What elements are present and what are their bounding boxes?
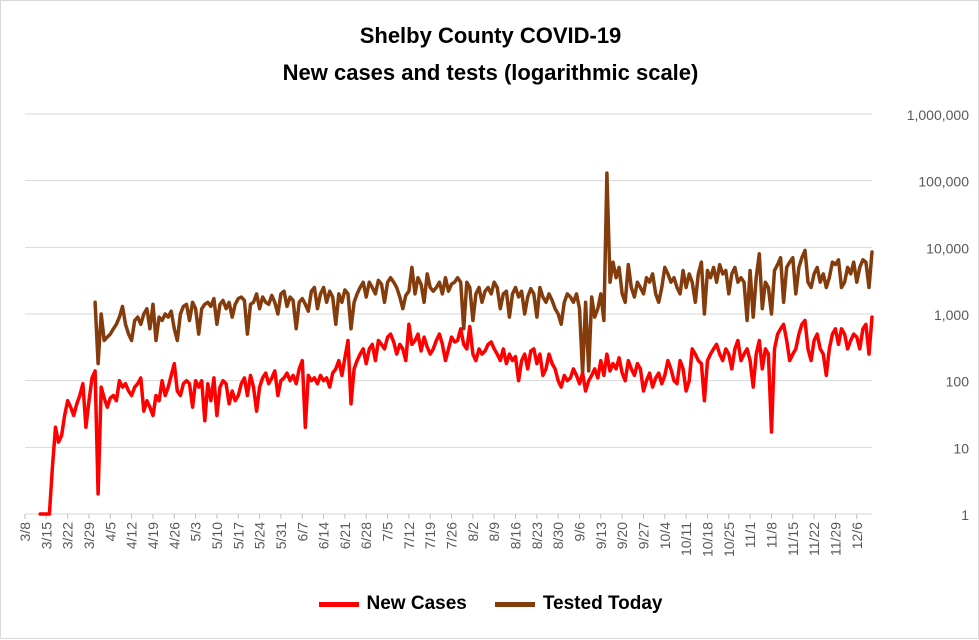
series-line-tested-today	[93, 171, 874, 375]
x-tick-label: 5/31	[273, 522, 289, 549]
x-tick-label: 8/23	[529, 522, 545, 549]
x-tick-label: 4/19	[145, 522, 161, 549]
y-tick-label: 10,000	[926, 240, 969, 256]
legend-label-tested-today: Tested Today	[542, 593, 663, 614]
x-tick-label: 5/3	[188, 522, 204, 542]
series-line-new-cases	[38, 315, 874, 516]
x-tick-label: 12/6	[849, 522, 865, 549]
x-tick-label: 9/6	[572, 522, 588, 542]
legend-item-new-cases: New Cases	[318, 593, 467, 615]
x-tick-label: 11/8	[763, 522, 779, 548]
y-tick-label: 10	[953, 440, 969, 456]
x-tick-label: 8/9	[486, 522, 502, 542]
x-tick-label: 7/19	[422, 522, 438, 549]
chart-subtitle: New cases and tests (logarithmic scale)	[282, 60, 699, 85]
x-tick-label: 8/2	[465, 522, 481, 542]
legend-label-new-cases: New Cases	[366, 593, 467, 614]
x-tick-label: 11/22	[806, 522, 822, 556]
x-tick-label: 7/26	[444, 522, 460, 549]
y-tick-label: 100,000	[918, 174, 969, 190]
x-tick-label: 3/15	[38, 522, 54, 549]
x-tick-label: 3/8	[17, 522, 33, 542]
y-tick-label: 1	[961, 507, 969, 523]
x-axis-tick-labels: 3/8 3/15 3/22 3/29 4/5 4/12 4/19 4/26 5/3 5/10 5/1…	[17, 522, 865, 557]
x-tick-label: 7/5	[380, 522, 396, 542]
x-tick-label: 3/22	[60, 522, 76, 549]
y-axis-tick-labels: 1 10 100 1,000 10,000 100,000 1,000,000	[907, 107, 970, 523]
legend-swatch-tested-today	[494, 601, 535, 607]
x-tick-label: 4/12	[124, 522, 140, 549]
x-axis-ticks	[24, 514, 858, 519]
x-tick-label: 6/28	[358, 522, 374, 549]
x-tick-label: 6/21	[337, 522, 353, 549]
x-tick-label: 5/17	[230, 522, 246, 549]
x-tick-label: 6/7	[294, 522, 310, 542]
x-tick-label: 10/4	[657, 522, 673, 549]
legend: New Cases Tested Today	[1, 593, 979, 615]
x-tick-label: 6/14	[316, 522, 332, 549]
y-tick-label: 1,000,000	[907, 107, 969, 123]
x-tick-label: 9/20	[614, 522, 630, 549]
x-tick-label: 4/26	[166, 522, 182, 549]
legend-swatch-new-cases	[318, 601, 359, 607]
y-tick-label: 1,000	[934, 307, 969, 323]
x-tick-label: 3/29	[81, 522, 97, 549]
x-tick-label: 10/25	[721, 522, 737, 557]
series-lines	[38, 171, 874, 516]
x-tick-label: 10/11	[678, 522, 694, 556]
x-tick-label: 9/27	[635, 522, 651, 549]
x-tick-label: 7/12	[401, 522, 417, 549]
y-tick-label: 100	[946, 374, 970, 390]
x-tick-label: 8/30	[550, 522, 566, 549]
x-tick-label: 4/5	[102, 522, 118, 542]
x-tick-label: 11/15	[785, 522, 801, 556]
x-tick-label: 11/29	[827, 522, 843, 556]
legend-item-tested-today: Tested Today	[494, 593, 663, 615]
x-tick-label: 5/10	[209, 522, 225, 549]
x-tick-label: 10/18	[699, 522, 715, 557]
gridlines	[25, 113, 872, 515]
chart-title: Shelby County COVID-19	[359, 23, 622, 48]
x-tick-label: 5/24	[252, 522, 268, 549]
x-tick-label: 8/16	[508, 522, 524, 549]
x-tick-label: 11/1	[742, 522, 758, 548]
x-tick-label: 9/13	[593, 522, 609, 549]
